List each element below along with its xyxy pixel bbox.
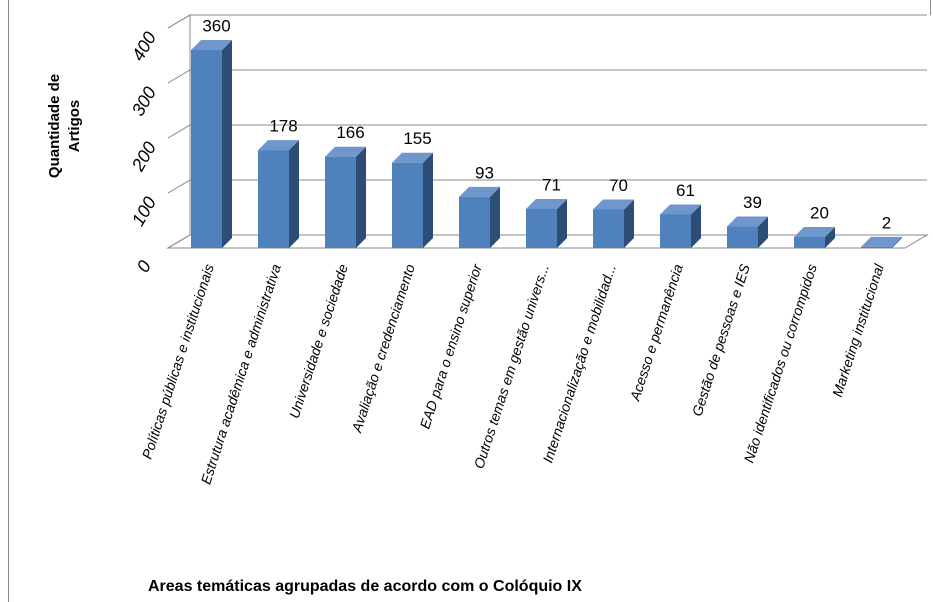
bar — [727, 226, 758, 248]
bar — [660, 214, 691, 248]
value-label: 71 — [542, 175, 561, 194]
bar-side — [222, 40, 232, 248]
bar-top — [593, 199, 634, 210]
bar-top — [392, 152, 433, 163]
y-tick-label: 300 — [128, 83, 160, 119]
bar — [258, 150, 289, 248]
bar-top — [794, 227, 835, 237]
y-tick-label: 0 — [133, 257, 155, 276]
value-label: 61 — [676, 181, 695, 200]
x-axis-title: Areas temáticas agrupadas de acordo com … — [148, 578, 582, 595]
value-label: 155 — [403, 129, 431, 148]
bar-top — [191, 40, 232, 50]
bar-side — [892, 236, 902, 248]
x-tick-label: Outros temas em gestão univers... — [471, 262, 552, 470]
bar-top — [526, 198, 567, 209]
bar — [325, 156, 356, 248]
y-tick-label: 100 — [128, 193, 160, 229]
bar — [392, 162, 423, 248]
bar-side — [423, 152, 433, 248]
bar — [191, 50, 222, 248]
bar-side — [557, 198, 567, 248]
bar-top — [861, 236, 902, 247]
bar-side — [691, 204, 701, 248]
grid-line — [167, 69, 927, 84]
bar-side — [289, 140, 299, 248]
value-label: 2 — [882, 213, 891, 232]
value-label: 166 — [336, 123, 364, 142]
x-tick-label: Universidade e sociedade — [286, 262, 351, 420]
bar-top — [459, 186, 500, 197]
bar-top — [325, 146, 366, 157]
bar-side — [758, 216, 768, 248]
x-tick-label: Estrutura acadêmica e administrativa — [197, 262, 283, 486]
x-tick-label: Acesso e permanência — [626, 262, 686, 404]
bar-side — [825, 227, 835, 248]
value-label: 178 — [269, 117, 297, 136]
bar — [861, 246, 892, 248]
y-tick-label: 400 — [128, 28, 160, 64]
x-tick-label: EAD para o ensino superior — [417, 261, 486, 431]
x-tick-label: Gestão de pessoas e IES — [689, 261, 753, 418]
bar-side — [356, 146, 366, 248]
y-axis-title: Quantidade de Artigos — [46, 73, 83, 179]
value-label: 93 — [475, 163, 494, 182]
bar — [593, 209, 624, 248]
x-tick-label: Políticas públicas e institucionais — [139, 262, 217, 461]
x-tick-label: Marketing institucional — [829, 261, 887, 399]
grid-line — [167, 124, 927, 139]
bar-top — [660, 204, 701, 215]
bar-top — [727, 216, 768, 227]
bar — [794, 237, 825, 248]
value-label: 39 — [743, 193, 762, 212]
x-tick-label: Internacionalização e mobilidad... — [539, 262, 618, 465]
bar-side — [624, 199, 634, 248]
bar — [459, 196, 490, 248]
grid-line — [167, 14, 927, 29]
bar — [526, 208, 557, 248]
value-label: 20 — [810, 203, 829, 222]
x-tick-label: Não identificados ou corrompidos — [740, 262, 819, 465]
bar-side — [490, 186, 500, 248]
value-label: 70 — [609, 176, 628, 195]
grid-line — [167, 179, 927, 194]
y-tick-label: 200 — [127, 138, 160, 175]
bar-top — [258, 140, 299, 151]
value-label: 360 — [202, 16, 230, 35]
x-tick-label: Avaliação e credenciamento — [348, 262, 418, 435]
